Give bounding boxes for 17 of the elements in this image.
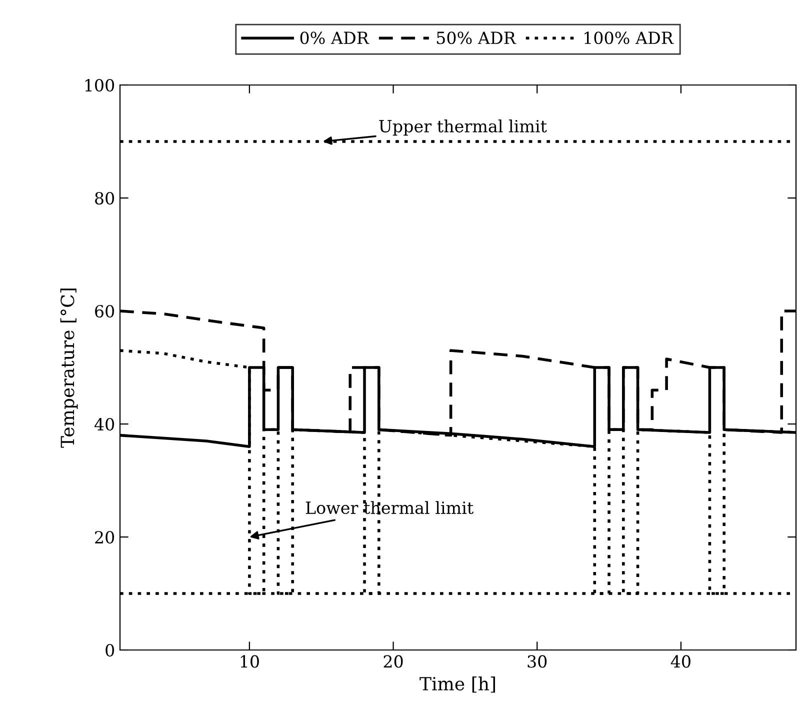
ref-line-label: Upper thermal limit [379,120,547,136]
y-tick-label: 0 [106,644,114,657]
y-tick-label: 100 [85,78,114,92]
y-tick-label: 60 [95,304,114,318]
x-tick-label: 20 [384,655,403,668]
x-axis-title: Time [h] [420,676,495,693]
x-tick-label: 40 [670,655,690,668]
y-axis-title: Temperature [°C] [60,288,78,448]
y-tick-label: 20 [95,530,114,544]
legend-label: 50% ADR [437,32,516,44]
legend-label: 0% ADR [300,32,370,44]
y-tick-label: 40 [94,418,114,431]
annotation: Lower thermal limit [306,501,474,514]
x-tick-label: 10 [240,655,259,668]
y-tick-label: 80 [95,192,114,205]
x-tick-label: 30 [528,655,547,668]
legend-label: 100% ADR [584,32,674,44]
